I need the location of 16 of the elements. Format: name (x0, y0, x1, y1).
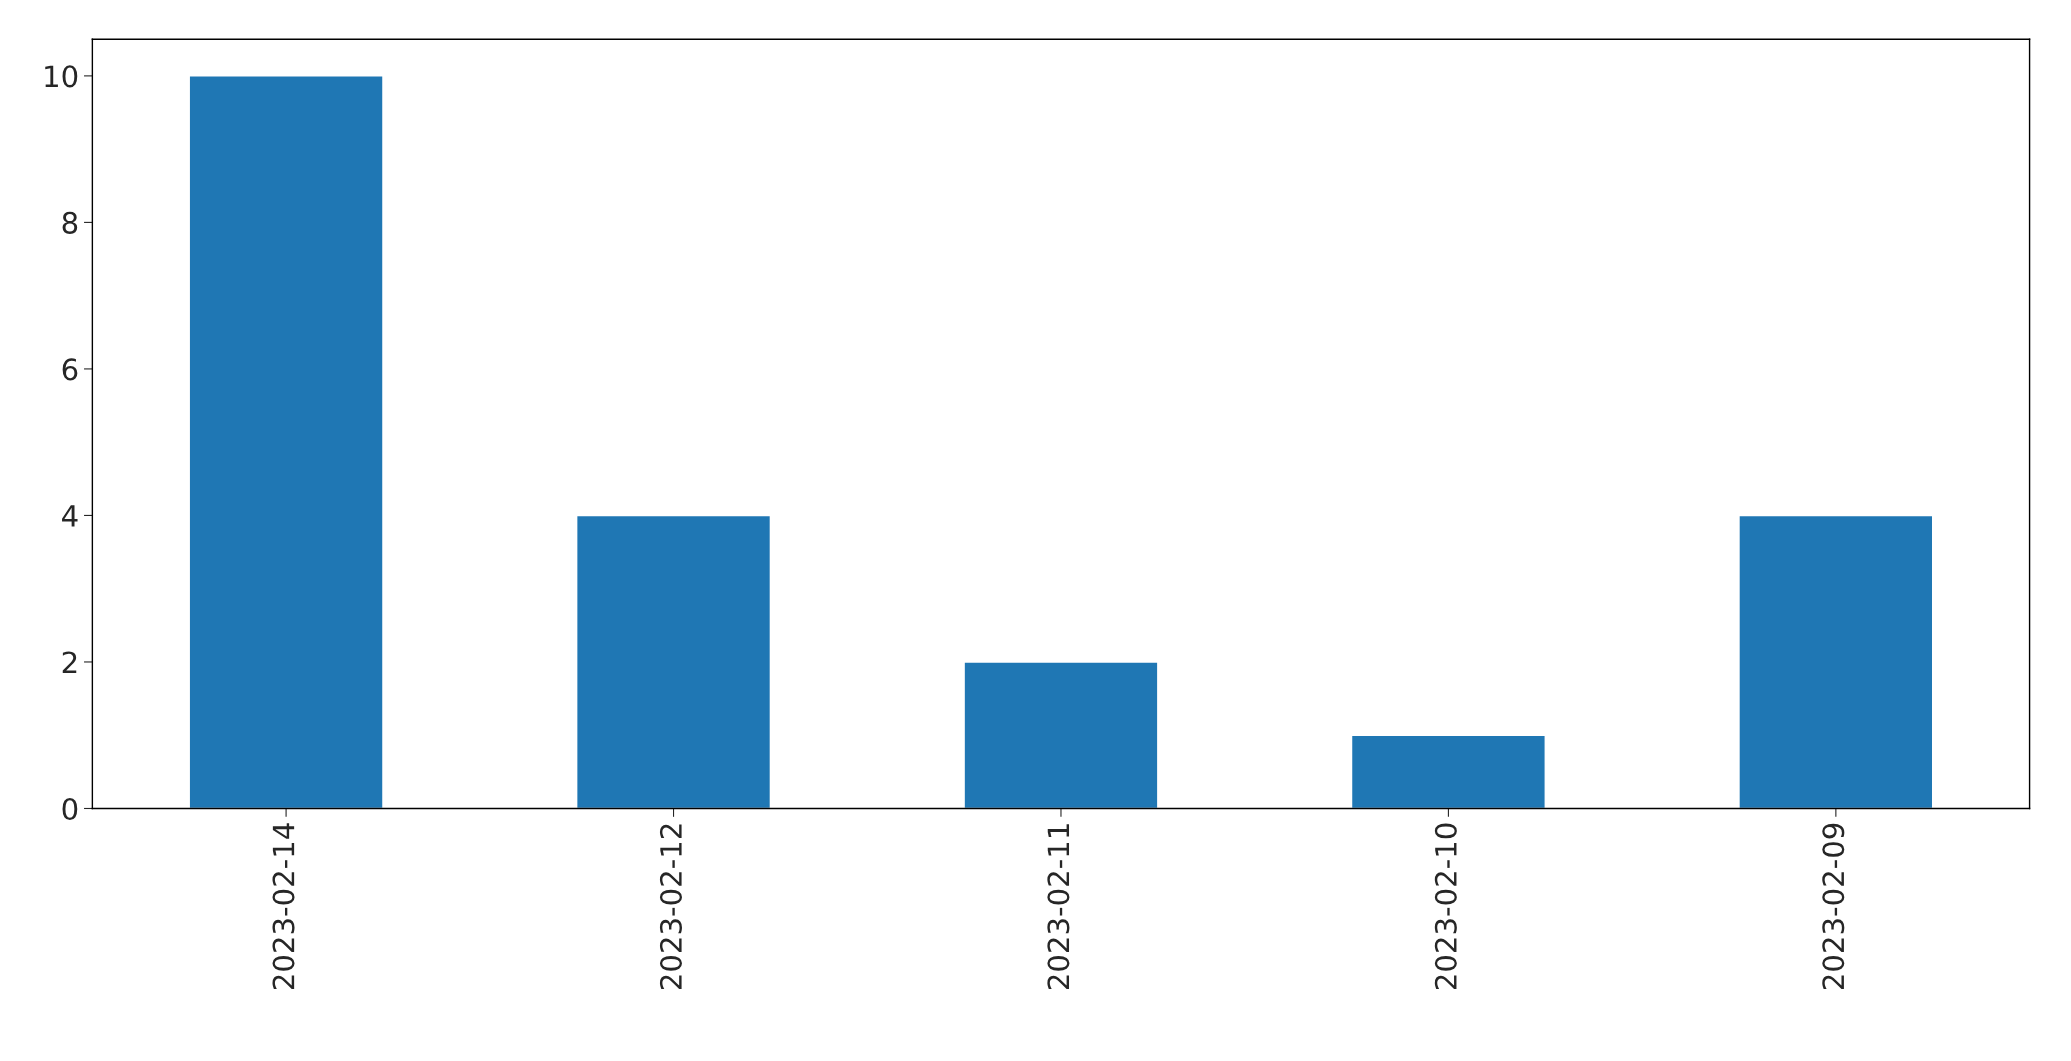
y-tick-label: 6 (62, 358, 78, 381)
x-tick-label: 2023-02-12 (659, 824, 682, 990)
y-tick-label: 8 (62, 211, 78, 234)
bar (1350, 734, 1546, 809)
x-tick-label: 2023-02-14 (272, 823, 295, 990)
x-tick-label: 2023-02-09 (1822, 823, 1845, 990)
bar (575, 514, 772, 809)
bar (963, 661, 1159, 809)
bar (188, 75, 384, 809)
bar (1738, 514, 1934, 809)
x-tick-label: 2023-02-11 (1047, 824, 1070, 990)
y-tick-label: 2 (62, 651, 77, 674)
y-tick-label: 4 (62, 505, 78, 527)
y-tick-label: 10 (45, 65, 78, 88)
y-tick-label: 0 (62, 797, 78, 820)
x-tick-label: 2023-02-10 (1434, 823, 1457, 990)
